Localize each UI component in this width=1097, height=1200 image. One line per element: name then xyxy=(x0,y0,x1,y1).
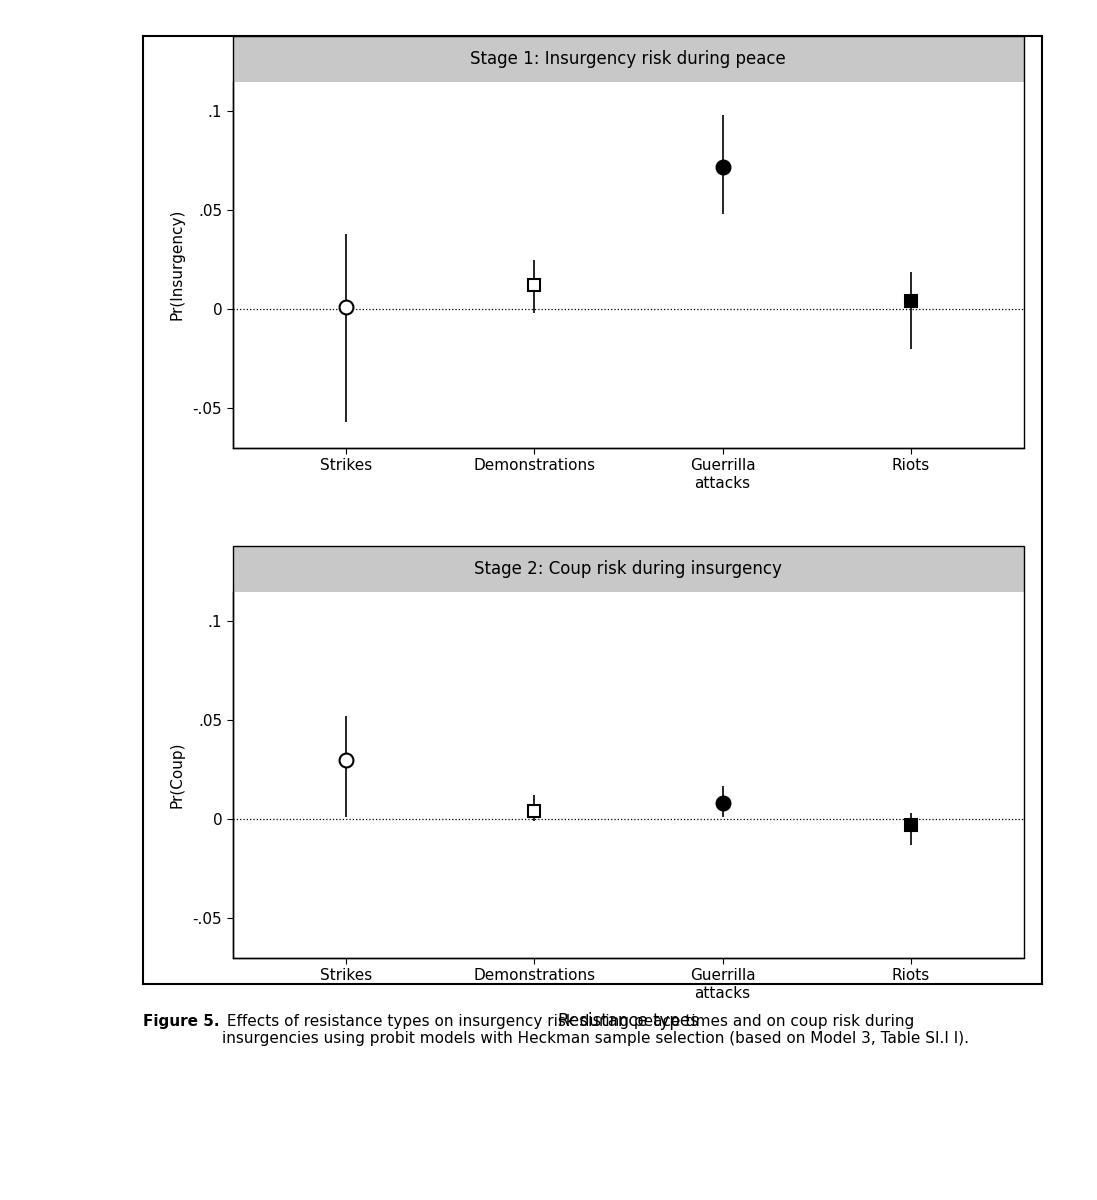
Y-axis label: Pr(Insurgency): Pr(Insurgency) xyxy=(169,209,184,320)
Text: Figure 5.: Figure 5. xyxy=(143,1014,219,1028)
Text: Stage 1: Insurgency risk during peace: Stage 1: Insurgency risk during peace xyxy=(471,50,787,68)
Y-axis label: Pr(Coup): Pr(Coup) xyxy=(169,742,184,808)
X-axis label: Resistance types: Resistance types xyxy=(558,1012,699,1030)
Text: Effects of resistance types on insurgency risk during peace times and on coup ri: Effects of resistance types on insurgenc… xyxy=(222,1014,969,1046)
Text: Stage 2: Coup risk during insurgency: Stage 2: Coup risk during insurgency xyxy=(474,560,782,578)
